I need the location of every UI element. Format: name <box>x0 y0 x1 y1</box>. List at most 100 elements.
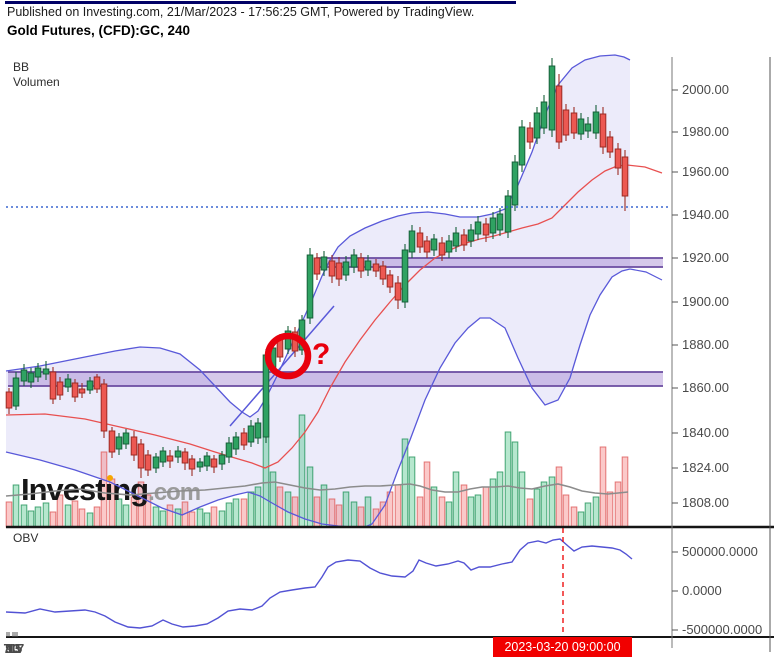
candle <box>394 282 402 301</box>
indicator-label-volumen[interactable]: Volumen <box>13 75 60 89</box>
candle <box>496 213 504 231</box>
candle <box>357 257 365 272</box>
candle <box>108 430 116 453</box>
candle <box>430 238 438 251</box>
candle <box>592 111 600 134</box>
candle <box>137 443 145 469</box>
candle <box>423 240 431 253</box>
candle <box>584 123 592 132</box>
event-timestamp-label: 2023-03-20 09:00:00 <box>493 637 632 657</box>
candle <box>20 369 28 382</box>
candle <box>511 161 519 206</box>
candle <box>533 112 541 139</box>
candle <box>562 109 570 136</box>
candle <box>540 101 548 129</box>
watermark-dotted-i: ı <box>104 472 114 507</box>
candle <box>218 454 226 465</box>
candle <box>489 217 497 234</box>
candle <box>379 265 387 280</box>
candle <box>152 456 160 469</box>
candle <box>166 455 174 462</box>
candle <box>518 126 526 166</box>
candle <box>335 262 343 280</box>
instrument-title: Gold Futures, (CFD):GC, 240 <box>7 23 191 38</box>
candle <box>320 256 328 271</box>
candle <box>445 240 453 253</box>
trendline <box>229 305 335 427</box>
candle <box>408 230 416 253</box>
obv-axis-label: 0.0000 <box>682 583 722 598</box>
candle <box>71 382 79 398</box>
candle <box>526 127 534 143</box>
time-axis-label: 7 <box>3 641 11 656</box>
candle <box>599 113 607 148</box>
candle <box>342 261 350 276</box>
candle <box>401 249 409 303</box>
price-zone-band-0 <box>316 258 663 267</box>
candle <box>240 432 248 446</box>
candle <box>460 234 468 246</box>
obv-line <box>5 538 633 629</box>
time-axis-label: 15 <box>7 641 23 656</box>
watermark-text: Invest <box>21 472 106 507</box>
time-axis-label: 17 <box>9 641 25 656</box>
candle <box>64 378 72 388</box>
bollinger-mid-line <box>5 164 628 469</box>
candle <box>174 450 182 458</box>
candle <box>181 451 189 464</box>
price-axis-label: 1940.00 <box>682 207 729 222</box>
candle <box>416 232 424 248</box>
candle <box>56 381 64 396</box>
candle <box>555 85 563 143</box>
candle <box>188 458 196 470</box>
candle <box>210 458 218 468</box>
candle <box>232 436 240 450</box>
candle <box>100 383 108 432</box>
watermark-text: ng <box>112 472 149 507</box>
bollinger-fill <box>6 55 630 527</box>
candle <box>438 242 446 256</box>
candle <box>328 260 336 277</box>
candle <box>364 260 372 271</box>
candle <box>284 330 292 350</box>
candle <box>614 148 622 169</box>
indicator-label-obv[interactable]: OBV <box>13 531 39 545</box>
candle <box>372 263 380 272</box>
time-axis-label: 13 <box>5 641 21 656</box>
indicator-label-bb[interactable]: BB <box>13 60 30 74</box>
candle <box>313 257 321 275</box>
candle <box>225 442 233 458</box>
candle <box>452 232 460 247</box>
time-axis-label: 9 <box>5 641 13 656</box>
candle <box>122 432 130 445</box>
candle <box>196 461 204 468</box>
price-axis-label: 2000.00 <box>682 82 729 97</box>
bollinger-lower-line <box>5 268 631 528</box>
price-axis-label: 1880.00 <box>682 337 729 352</box>
candle <box>577 118 585 135</box>
candle <box>159 450 167 463</box>
question-mark-annotation: ? <box>312 338 331 371</box>
candle <box>467 229 475 242</box>
candle <box>49 371 57 400</box>
candle <box>78 388 86 394</box>
price-axis-label: 1840.00 <box>682 425 729 440</box>
candle <box>247 425 255 443</box>
price-axis-label: 1920.00 <box>682 250 729 265</box>
price-axis-label: 1824.00 <box>682 460 729 475</box>
candle <box>42 368 50 375</box>
candle <box>386 274 394 288</box>
candle <box>298 319 306 351</box>
top-border-line <box>5 1 516 4</box>
candle <box>12 377 20 407</box>
candle <box>115 436 123 450</box>
price-axis-label: 1808.00 <box>682 495 729 510</box>
candle <box>621 156 629 197</box>
volume-ma-line <box>5 481 629 497</box>
candle <box>306 254 314 319</box>
circle-annotation <box>264 332 312 380</box>
candle <box>482 223 490 236</box>
